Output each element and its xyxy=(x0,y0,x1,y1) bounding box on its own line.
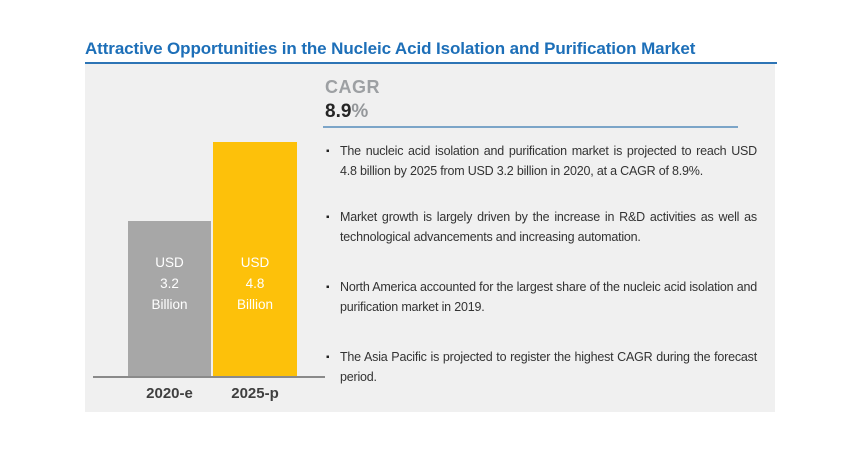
insight-item: ▪ The nucleic acid isolation and purific… xyxy=(326,142,757,181)
bar-value-line: USD xyxy=(155,255,184,270)
cagr-label: CAGR xyxy=(325,77,380,97)
insight-text: Market growth is largely driven by the i… xyxy=(340,210,757,244)
insight-text: The Asia Pacific is projected to registe… xyxy=(340,350,757,384)
bar-value-line: USD xyxy=(240,255,270,270)
chart-panel: USD 3.2 Billion USD 4.8 Billion 2020-e 2… xyxy=(85,64,775,412)
cagr-percent-sign: % xyxy=(351,101,369,122)
square-bullet-icon: ▪ xyxy=(326,352,330,363)
insight-text: North America accounted for the largest … xyxy=(340,280,757,314)
bar-value-line: Billion xyxy=(151,297,188,312)
page-title: Attractive Opportunities in the Nucleic … xyxy=(85,39,777,64)
insight-text: The nucleic acid isolation and purificat… xyxy=(340,144,757,178)
bar-value-line: Billion xyxy=(236,297,274,312)
square-bullet-icon: ▪ xyxy=(326,282,330,293)
bar-value-label-2025: USD 4.8 Billion xyxy=(213,252,297,315)
bar-value-line: 3.2 xyxy=(160,276,179,291)
bar-value-label-2020: USD 3.2 Billion xyxy=(128,252,211,315)
insight-item: ▪ Market growth is largely driven by the… xyxy=(326,208,757,247)
x-axis-label-2020: 2020-e xyxy=(146,385,193,402)
bar-2025 xyxy=(213,142,297,378)
square-bullet-icon: ▪ xyxy=(326,146,330,157)
x-axis-label-2025: 2025-p xyxy=(231,385,279,402)
cagr-number: 8.9 xyxy=(325,101,352,122)
cagr-value: 8.9% xyxy=(325,101,368,123)
square-bullet-icon: ▪ xyxy=(326,212,330,223)
bar-2020 xyxy=(128,221,211,378)
insight-item: ▪ The Asia Pacific is projected to regis… xyxy=(326,348,757,387)
divider-line xyxy=(323,126,738,128)
insight-item: ▪ North America accounted for the larges… xyxy=(326,278,757,317)
x-axis-line xyxy=(93,376,325,378)
bar-value-line: 4.8 xyxy=(245,276,265,291)
